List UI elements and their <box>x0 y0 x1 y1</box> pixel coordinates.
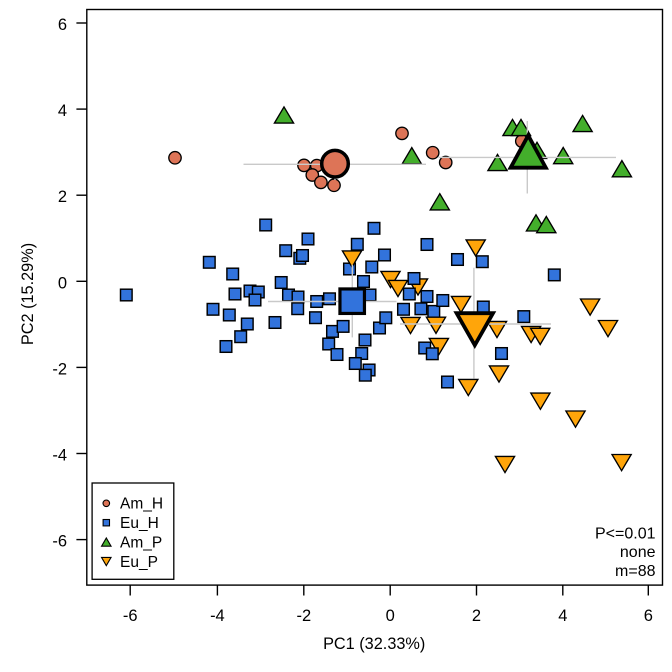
svg-text:-2: -2 <box>296 607 311 625</box>
svg-text:0: 0 <box>58 274 67 292</box>
svg-text:PC1 (32.33%): PC1 (32.33%) <box>323 635 425 653</box>
svg-text:PC2 (15.29%): PC2 (15.29%) <box>19 243 37 345</box>
svg-text:-6: -6 <box>123 607 138 625</box>
svg-text:4: 4 <box>558 607 567 625</box>
svg-text:-6: -6 <box>52 533 67 551</box>
svg-text:Eu_H: Eu_H <box>120 515 159 532</box>
svg-text:-4: -4 <box>52 447 67 465</box>
svg-text:P<=0.01: P<=0.01 <box>595 525 656 542</box>
svg-text:-2: -2 <box>52 360 67 378</box>
svg-text:none: none <box>620 544 656 561</box>
svg-text:Am_H: Am_H <box>120 496 163 513</box>
svg-text:4: 4 <box>58 102 67 120</box>
svg-text:2: 2 <box>472 607 481 625</box>
svg-text:2: 2 <box>58 188 67 206</box>
svg-text:6: 6 <box>644 607 653 625</box>
svg-text:6: 6 <box>58 16 67 34</box>
svg-text:0: 0 <box>386 607 395 625</box>
svg-text:m=88: m=88 <box>615 563 656 580</box>
svg-text:Am_P: Am_P <box>120 535 162 552</box>
svg-text:Eu_P: Eu_P <box>120 554 158 571</box>
svg-text:-4: -4 <box>210 607 225 625</box>
